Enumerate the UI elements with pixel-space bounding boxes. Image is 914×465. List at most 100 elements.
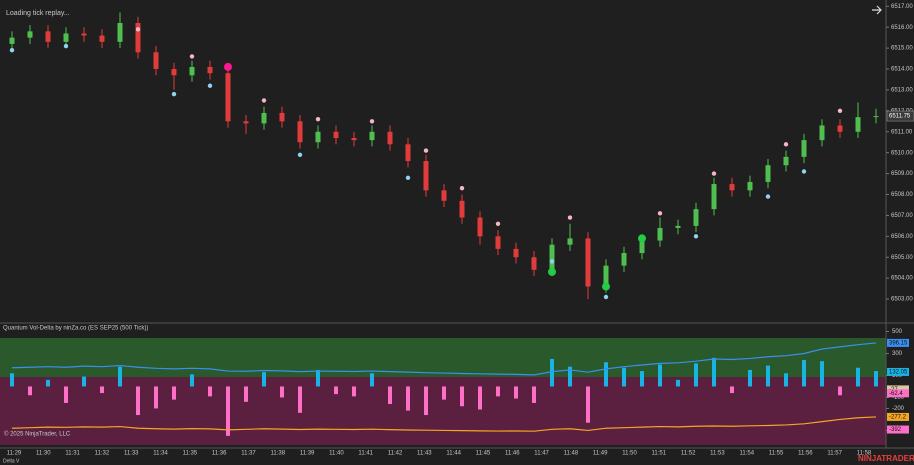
- candle-body: [459, 200, 465, 218]
- delta-bar: [784, 373, 788, 387]
- indicator-title: Quantum Vol-Delta by ninZa.co (ES SEP25 …: [3, 326, 148, 332]
- x-tick-label: 11:47: [534, 451, 549, 457]
- x-tick-label: 11:48: [564, 451, 579, 457]
- delta-bar: [802, 360, 806, 387]
- candle-body: [207, 66, 213, 74]
- signal-dot: [207, 83, 213, 88]
- signal-dot: [459, 186, 465, 191]
- candle-body: [369, 131, 375, 141]
- price-tag: 6511.75: [889, 114, 911, 120]
- y-tick-label: -100: [892, 395, 905, 401]
- delta-bar: [622, 367, 626, 387]
- x-tick-label: 11:43: [417, 451, 432, 457]
- delta-bar: [478, 386, 482, 410]
- indicator-line: [11, 342, 877, 376]
- delta-bar: [388, 386, 392, 405]
- delta-bar: [100, 386, 104, 394]
- delta-bar: [604, 362, 608, 387]
- arrow-icon[interactable]: [872, 5, 882, 15]
- signal-dot: [369, 119, 375, 124]
- delta-bar: [514, 386, 518, 399]
- x-tick-label: 11:55: [769, 451, 784, 457]
- delta-bar: [838, 386, 842, 396]
- candle-body: [189, 66, 195, 76]
- delta-bar: [28, 386, 32, 396]
- delta-bar: [676, 379, 680, 387]
- x-tick-label: 11:42: [388, 451, 403, 457]
- candle-body: [639, 240, 645, 254]
- delta-bar: [766, 365, 770, 387]
- delta-bar: [298, 386, 302, 413]
- y-tick-label: 6517.00: [891, 4, 913, 10]
- delta-bar: [406, 386, 410, 411]
- value-tag: -277.2: [889, 414, 907, 420]
- delta-bar: [856, 367, 860, 387]
- signal-dot: [801, 169, 807, 174]
- candle-body: [747, 181, 753, 191]
- x-tick-label: 11:46: [505, 451, 520, 457]
- candle-body: [387, 131, 393, 145]
- brand: NINJATRADER: [858, 454, 914, 463]
- candle-body: [513, 248, 519, 258]
- y-tick-label: 6505.00: [891, 255, 913, 261]
- x-tick-label: 11:56: [798, 451, 813, 457]
- signal-dot: [567, 215, 573, 220]
- candle-body: [333, 131, 339, 139]
- y-tick-label: 6509.00: [891, 171, 913, 177]
- delta-bar: [262, 372, 266, 387]
- delta-bar: [550, 358, 554, 387]
- y-tick-label: 6513.00: [891, 88, 913, 94]
- x-tick-label: 11:37: [241, 451, 256, 457]
- delta-bar: [820, 361, 824, 387]
- delta-bar: [586, 386, 590, 423]
- signal-dot: [495, 221, 501, 226]
- signal-dot: [189, 54, 195, 59]
- candle-body: [351, 138, 357, 141]
- signal-dot: [638, 234, 646, 243]
- value-tag: -392: [889, 427, 902, 433]
- signal-dot: [602, 282, 610, 291]
- candle-body: [225, 73, 231, 122]
- value-tag-box: [887, 425, 909, 434]
- candle-body: [693, 209, 699, 226]
- signal-dot: [548, 267, 556, 276]
- x-tick-label: 11:36: [212, 451, 227, 457]
- delta-bar: [640, 371, 644, 387]
- signal-dot: [297, 152, 303, 157]
- x-tick-label: 11:38: [271, 451, 286, 457]
- y-tick-label: 6515.00: [891, 46, 913, 52]
- signal-dot: [765, 194, 771, 199]
- delta-bar: [442, 386, 446, 400]
- delta-bar: [334, 386, 338, 395]
- candle-body: [711, 184, 717, 210]
- candle-body: [45, 31, 51, 42]
- delta-bar: [226, 386, 230, 436]
- delta-bar: [280, 386, 284, 398]
- y-tick-label: 6507.00: [891, 213, 913, 219]
- x-tick-label: 11:57: [827, 451, 842, 457]
- x-tick-label: 11:53: [710, 451, 725, 457]
- x-tick-label: 11:31: [65, 451, 80, 457]
- signal-dot: [603, 294, 609, 300]
- signal-dot: [9, 47, 15, 53]
- value-tag: 132.05: [889, 370, 908, 376]
- candle-body: [567, 238, 573, 245]
- delta-bar: [874, 371, 878, 387]
- signal-dot: [405, 175, 411, 180]
- signal-dot: [224, 62, 232, 71]
- candle-body: [837, 125, 843, 132]
- candle-body: [243, 121, 249, 124]
- x-tick-label: 11:51: [652, 451, 667, 457]
- x-tick-label: 11:50: [622, 451, 637, 457]
- signal-dot: [135, 27, 141, 32]
- signal-dot: [261, 98, 267, 103]
- value-tag-box: [887, 389, 909, 398]
- candle-body: [9, 37, 15, 44]
- x-tick-label: 11:34: [153, 451, 168, 457]
- candle-body: [603, 265, 609, 287]
- panel-label: Delta V: [3, 458, 20, 464]
- candle-body: [135, 23, 141, 53]
- delta-bar: [712, 357, 716, 387]
- x-tick-label: 11:33: [124, 451, 139, 457]
